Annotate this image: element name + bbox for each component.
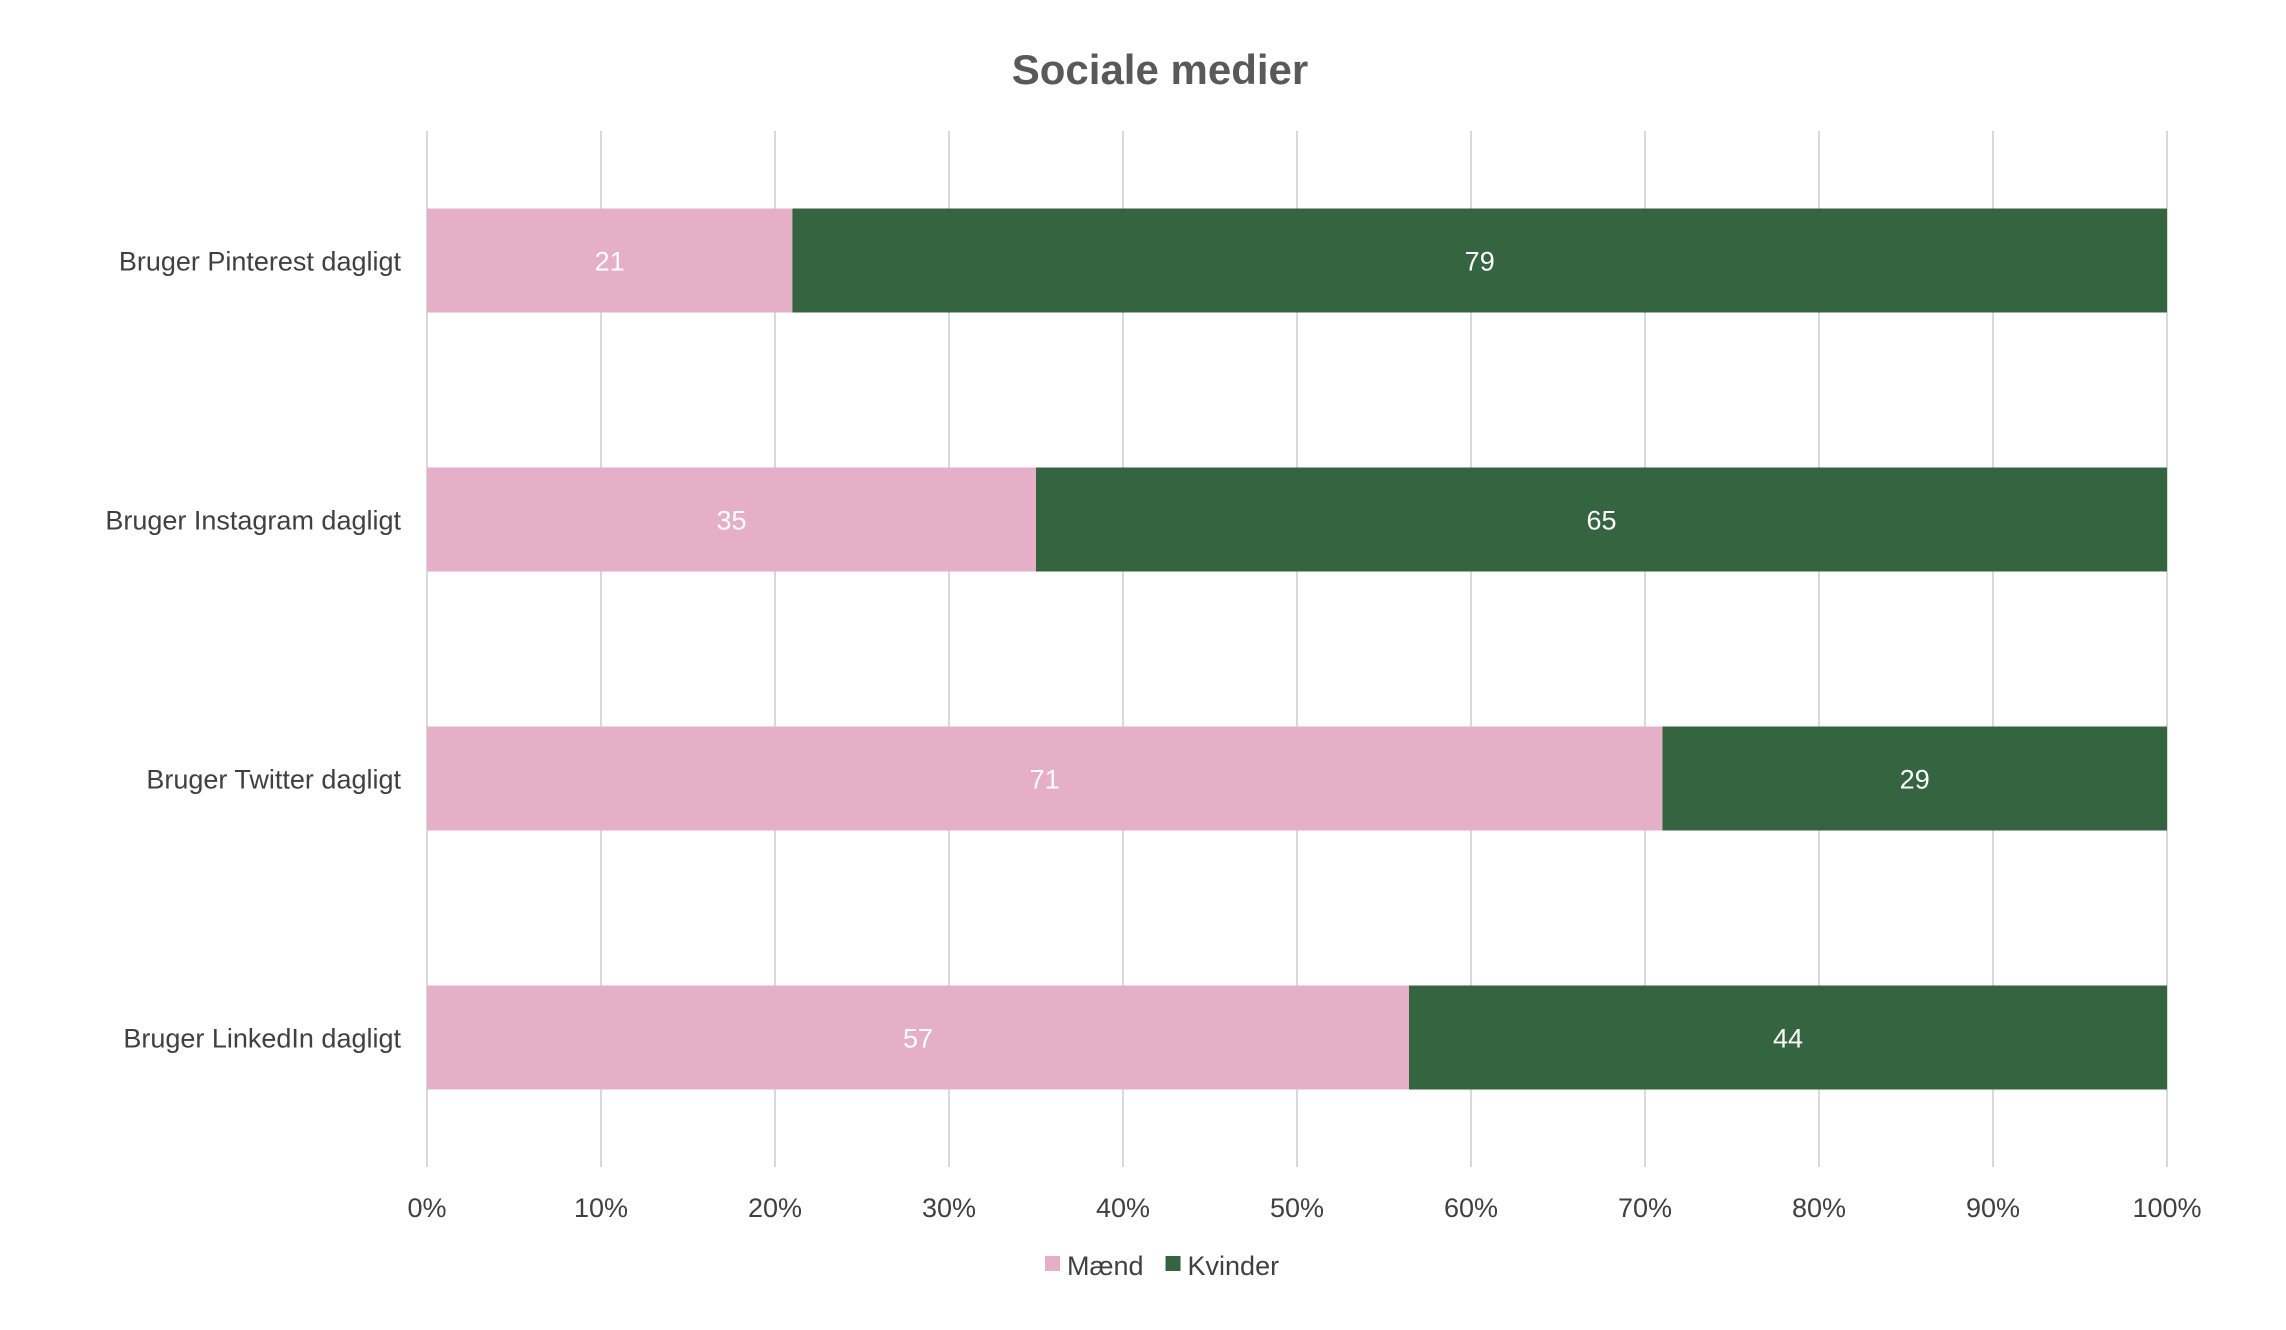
x-tick-label: 30% [922,1193,976,1223]
x-tick-label: 50% [1270,1193,1324,1223]
legend-swatch [1165,1256,1181,1271]
bar-segment [427,467,1036,572]
x-tick-label: 70% [1618,1193,1672,1223]
x-tick-label: 0% [407,1193,446,1223]
x-tick-label: 90% [1966,1193,2020,1223]
bars: 21 79 35 65 71 29 57 44 [427,208,2167,1090]
bar-segment [427,726,1663,831]
bar-segment [1408,985,2167,1090]
data-label: 35 [716,506,746,536]
bar-segment [427,208,793,313]
legend-label: Kvinder [1188,1251,1280,1281]
legend-swatch [1045,1256,1060,1271]
category-label: Bruger LinkedIn dagligt [123,1024,401,1054]
data-label: 44 [1773,1024,1803,1054]
data-label: 21 [595,247,625,277]
data-label: 29 [1900,765,1930,795]
bar-segment [792,208,2167,313]
category-labels: Bruger Pinterest dagligt Bruger Instagram… [105,247,401,1054]
x-tick-label: 10% [574,1193,628,1223]
data-label: 79 [1465,247,1495,277]
x-tick-label: 100% [2132,1193,2201,1223]
data-label: 71 [1030,765,1060,795]
data-label: 57 [903,1024,933,1054]
bar-segment [1036,467,2167,572]
category-label: Bruger Instagram dagligt [105,506,401,536]
data-label: 65 [1586,506,1616,536]
x-tick-label: 40% [1096,1193,1150,1223]
bar-segment [427,985,1409,1090]
x-tick-label: 20% [748,1193,802,1223]
x-tick-label: 60% [1444,1193,1498,1223]
category-label: Bruger Pinterest dagligt [119,247,402,277]
category-label: Bruger Twitter dagligt [146,765,401,795]
chart-title: Sociale medier [1012,46,1308,93]
legend-label: Mænd [1067,1251,1144,1281]
bar-segment [1662,726,2167,831]
x-axis-tick-labels: 0% 10% 20% 30% 40% 50% 60% 70% 80% 90% 100% [407,1193,2201,1223]
legend: Mænd Kvinder [1045,1251,1279,1281]
x-tick-label: 80% [1792,1193,1846,1223]
